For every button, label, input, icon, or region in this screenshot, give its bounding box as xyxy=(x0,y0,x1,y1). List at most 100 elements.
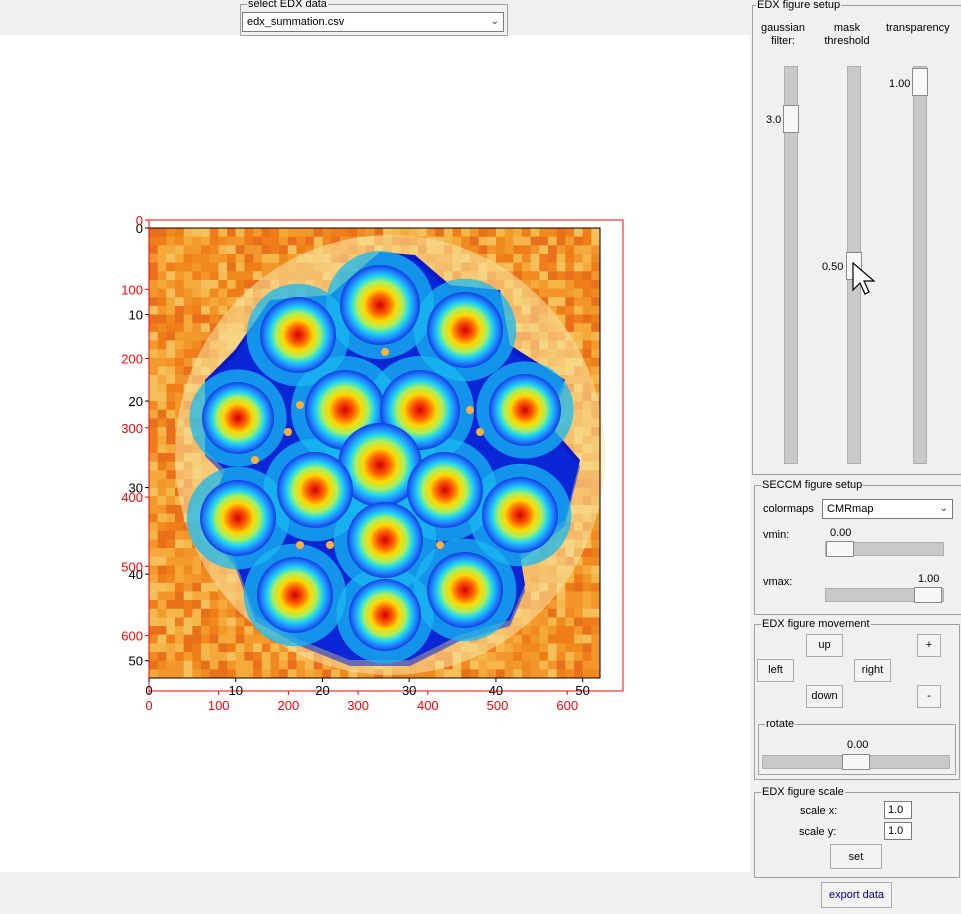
right-button[interactable]: right xyxy=(854,659,891,682)
vmax-slider-thumb[interactable] xyxy=(914,587,942,603)
edx-pixel xyxy=(209,236,219,246)
edx-pixel xyxy=(183,340,193,350)
colormaps-label: colormaps xyxy=(763,503,814,515)
edx-pixel xyxy=(166,357,176,367)
vmin-slider[interactable] xyxy=(825,542,944,556)
edx-pixel xyxy=(374,228,384,238)
edx-pixel xyxy=(539,253,549,264)
seccm-spot xyxy=(482,477,558,553)
up-button[interactable]: up xyxy=(806,634,843,657)
edx-pixel xyxy=(322,669,332,679)
chevron-down-icon[interactable]: ⌄ xyxy=(939,503,948,514)
transparency-slider[interactable] xyxy=(913,66,927,464)
seccm-hole xyxy=(296,541,304,549)
edx-pixel xyxy=(313,660,323,670)
edx-pixel xyxy=(166,669,176,679)
edx-pixel xyxy=(166,600,176,610)
edx-pixel xyxy=(157,582,167,592)
edx-pixel xyxy=(582,626,592,636)
edx-pixel xyxy=(573,314,584,324)
edx-pixel xyxy=(192,591,202,601)
edx-pixel xyxy=(157,236,167,246)
edx-pixel xyxy=(166,487,176,497)
edx-y-tick-label: 20 xyxy=(129,394,143,409)
edx-pixel xyxy=(192,617,202,627)
set-button[interactable]: set xyxy=(830,844,882,869)
edx-pixel xyxy=(521,643,532,653)
edx-pixel xyxy=(201,228,211,238)
edx-pixel xyxy=(166,366,176,376)
edx-pixel xyxy=(192,660,202,670)
edx-pixel xyxy=(287,660,297,670)
edx-pixel xyxy=(166,228,176,238)
vmin-slider-thumb[interactable] xyxy=(826,541,854,557)
edx-pixel xyxy=(539,608,549,618)
export-data-button[interactable]: export data xyxy=(821,882,892,908)
edx-pixel xyxy=(201,262,211,272)
gaussian-slider-thumb[interactable] xyxy=(783,105,799,133)
down-button[interactable]: down xyxy=(806,685,843,708)
edx-pixel xyxy=(296,669,306,679)
edx-pixel xyxy=(313,228,323,238)
seccm-x-tick-label: 600 xyxy=(556,698,578,713)
seccm-y-tick-label: 100 xyxy=(121,282,143,297)
transparency-slider-thumb[interactable] xyxy=(912,68,928,96)
edx-pixel xyxy=(591,245,601,255)
seccm-spot xyxy=(489,374,561,446)
seccm-spot xyxy=(338,423,422,507)
rotate-slider-thumb[interactable] xyxy=(842,754,870,770)
edx-pixel xyxy=(261,253,271,264)
edx-pixel xyxy=(235,228,245,238)
edx-pixel xyxy=(253,634,263,644)
edx-pixel xyxy=(166,245,176,255)
edx-pixel xyxy=(556,262,566,272)
edx-pixel xyxy=(244,271,254,281)
edx-pixel xyxy=(209,626,219,636)
edx-pixel xyxy=(487,245,497,255)
edx-pixel xyxy=(235,262,245,272)
edx-pixel xyxy=(513,660,523,670)
edx-pixel xyxy=(296,660,306,670)
edx-pixel xyxy=(539,271,549,281)
edx-pixel xyxy=(400,228,410,238)
chevron-down-icon[interactable]: ⌄ xyxy=(490,16,499,27)
edx-file-select[interactable]: edx_summation.csv ⌄ xyxy=(242,12,504,32)
edx-pixel xyxy=(504,253,514,264)
edx-pixel xyxy=(149,409,159,419)
edx-pixel xyxy=(582,305,592,316)
edx-pixel xyxy=(227,271,237,281)
gaussian-slider[interactable] xyxy=(784,66,798,464)
zoom-out-button[interactable]: - xyxy=(917,685,941,708)
left-button[interactable]: left xyxy=(757,659,794,682)
edx-pixel xyxy=(573,340,584,350)
edx-pixel xyxy=(521,228,532,238)
scale-y-input[interactable]: 1.0 xyxy=(884,822,912,840)
edx-pixel xyxy=(591,522,601,532)
edx-pixel xyxy=(539,617,549,627)
colormap-select[interactable]: CMRmap ⌄ xyxy=(822,499,953,519)
edx-pixel xyxy=(201,652,211,662)
edx-pixel xyxy=(513,228,523,238)
edx-pixel xyxy=(261,245,271,255)
edx-pixel xyxy=(227,608,237,618)
edx-pixel xyxy=(175,297,185,307)
edx-pixel xyxy=(192,626,202,636)
edx-pixel xyxy=(209,297,219,307)
scale-x-input[interactable]: 1.0 xyxy=(884,801,912,819)
edx-pixel xyxy=(565,617,575,627)
seccm-spot xyxy=(407,452,483,528)
edx-pixel xyxy=(539,626,549,636)
edx-pixel xyxy=(573,305,584,316)
edx-pixel xyxy=(175,669,185,679)
zoom-in-button[interactable]: + xyxy=(917,634,941,657)
edx-pixel xyxy=(495,643,506,653)
edx-pixel xyxy=(530,626,540,636)
edx-pixel xyxy=(157,461,167,471)
edx-pixel xyxy=(183,331,193,341)
edx-pixel xyxy=(149,323,159,333)
edx-pixel xyxy=(591,548,601,558)
edx-pixel xyxy=(175,392,185,402)
edx-pixel xyxy=(565,253,575,264)
edx-pixel xyxy=(209,245,219,255)
edx-pixel xyxy=(157,539,167,549)
